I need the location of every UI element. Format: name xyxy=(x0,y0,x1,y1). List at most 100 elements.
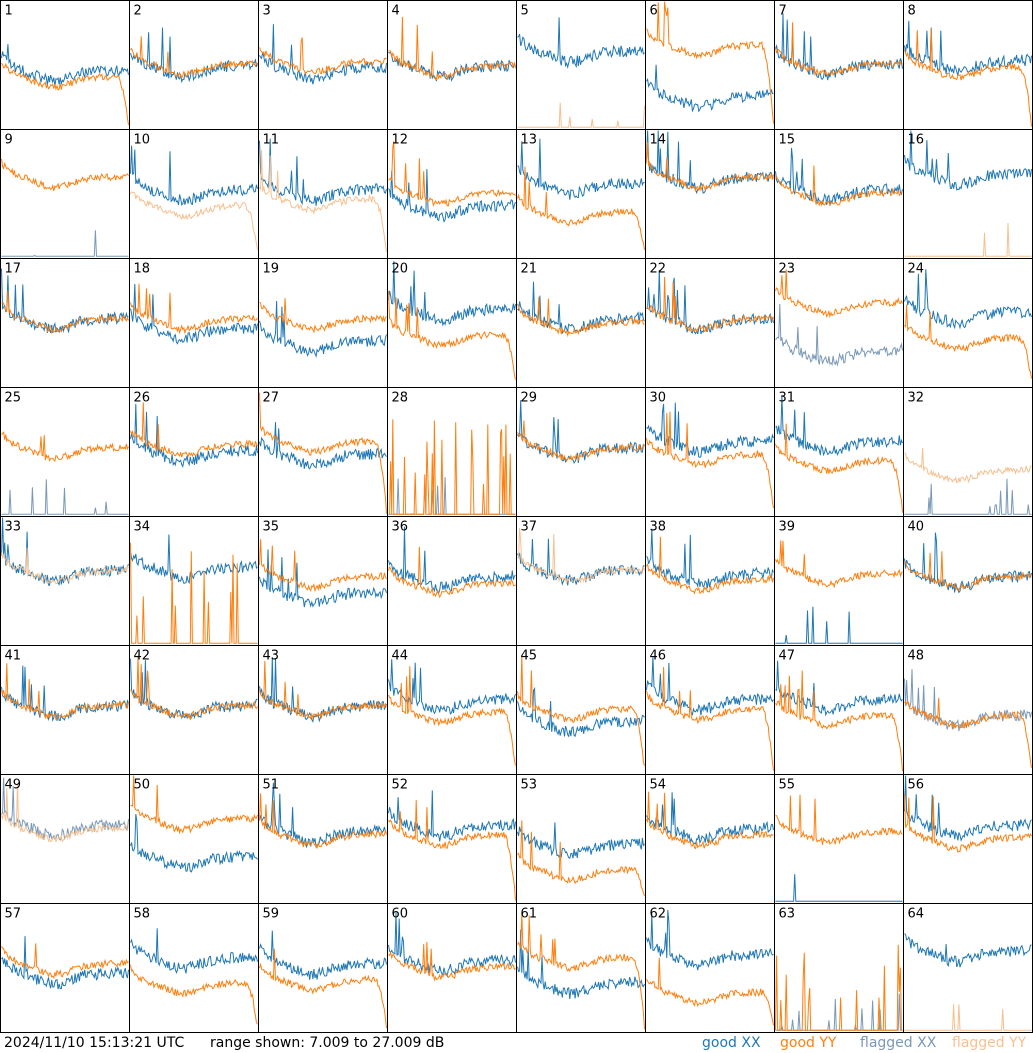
series-yy-45 xyxy=(517,654,645,766)
timestamp: 2024/11/10 15:13:21 UTC xyxy=(4,1035,185,1051)
panel-25: 25 xyxy=(0,387,130,517)
series-xx-34 xyxy=(130,534,258,585)
series-xx-40 xyxy=(904,532,1032,594)
panel-label: 55 xyxy=(779,778,796,793)
panel-47: 47 xyxy=(774,645,904,775)
legend-flagged-xx: flagged XX xyxy=(860,1035,937,1051)
panel-label: 2 xyxy=(134,4,142,19)
panel-label: 31 xyxy=(779,391,796,406)
panel-9: 9 xyxy=(0,129,130,259)
series-xx-42 xyxy=(130,658,258,720)
panel-16: 16 xyxy=(903,129,1033,259)
series-yy-57 xyxy=(1,943,129,980)
panel-frame xyxy=(903,0,1033,130)
series-xx-31 xyxy=(775,395,903,457)
panel-8: 8 xyxy=(903,0,1033,130)
series-yy-37 xyxy=(517,527,645,584)
panel-label: 26 xyxy=(134,391,151,406)
series-yy-5 xyxy=(517,102,645,128)
panel-label: 51 xyxy=(263,778,280,793)
range-label: range shown: 7.009 to 27.009 dB xyxy=(210,1035,445,1051)
panel-label: 46 xyxy=(650,649,667,664)
series-yy-46 xyxy=(646,666,774,771)
panel-label: 49 xyxy=(5,778,22,793)
panel-56: 56 xyxy=(903,774,1033,904)
panel-frame xyxy=(645,903,775,1033)
series-yy-56 xyxy=(904,793,1032,853)
series-xx-26 xyxy=(130,403,258,468)
series-yy-34 xyxy=(130,542,258,644)
panel-frame xyxy=(258,258,388,388)
panel-7: 7 xyxy=(774,0,904,130)
series-yy-43 xyxy=(259,660,387,721)
panel-label: 38 xyxy=(650,520,667,535)
series-yy-6 xyxy=(646,1,774,124)
series-xx-13 xyxy=(517,138,645,200)
panel-label: 30 xyxy=(650,391,667,406)
panel-frame xyxy=(903,516,1033,646)
panel-label: 57 xyxy=(5,907,22,922)
panel-64: 64 xyxy=(903,903,1033,1033)
panel-37: 37 xyxy=(516,516,646,646)
series-yy-19 xyxy=(259,298,387,334)
panel-frame xyxy=(0,129,130,259)
series-yy-31 xyxy=(775,423,903,513)
series-xx-14 xyxy=(646,130,774,195)
series-yy-22 xyxy=(646,276,774,333)
panel-label: 1 xyxy=(5,4,13,19)
series-xx-38 xyxy=(646,528,774,589)
panel-frame xyxy=(129,645,259,775)
panel-3: 3 xyxy=(258,0,388,130)
legend-good-xx: good XX xyxy=(702,1035,761,1051)
series-xx-62 xyxy=(646,909,774,971)
series-yy-32 xyxy=(904,447,1032,484)
panel-label: 17 xyxy=(5,262,22,277)
panel-4: 4 xyxy=(387,0,517,130)
panel-frame xyxy=(129,258,259,388)
panel-label: 35 xyxy=(263,520,280,535)
panel-27: 27 xyxy=(258,387,388,517)
panel-label: 9 xyxy=(5,133,13,148)
series-xx-11 xyxy=(259,138,387,206)
series-xx-27 xyxy=(259,422,387,470)
panel-label: 52 xyxy=(392,778,409,793)
panel-frame xyxy=(0,258,130,388)
panel-20: 20 xyxy=(387,258,517,388)
panel-label: 13 xyxy=(521,133,538,148)
panel-54: 54 xyxy=(645,774,775,904)
panel-label: 39 xyxy=(779,520,796,535)
series-yy-55 xyxy=(775,794,903,845)
panel-label: 21 xyxy=(521,262,538,277)
panel-label: 41 xyxy=(5,649,22,664)
series-yy-9 xyxy=(1,158,129,192)
series-xx-4 xyxy=(388,51,516,82)
series-yy-7 xyxy=(775,22,903,77)
panel-frame xyxy=(129,774,259,904)
series-xx-52 xyxy=(388,790,516,842)
panel-frame xyxy=(0,903,130,1033)
panel-label: 40 xyxy=(908,520,925,535)
series-xx-53 xyxy=(517,822,645,860)
panel-label: 4 xyxy=(392,4,400,19)
panel-frame xyxy=(645,0,775,130)
series-xx-45 xyxy=(517,686,645,738)
series-yy-61 xyxy=(517,912,645,1030)
panel-31: 31 xyxy=(774,387,904,517)
panel-frame xyxy=(903,258,1033,388)
series-yy-52 xyxy=(388,799,516,901)
panel-53: 53 xyxy=(516,774,646,904)
panel-13: 13 xyxy=(516,129,646,259)
series-xx-50 xyxy=(130,814,258,873)
panel-frame xyxy=(774,258,904,388)
series-xx-39 xyxy=(775,606,903,644)
panel-frame xyxy=(774,903,904,1033)
panel-5: 5 xyxy=(516,0,646,130)
series-yy-30 xyxy=(646,411,774,509)
panel-label: 12 xyxy=(392,133,409,148)
panel-label: 23 xyxy=(779,262,796,277)
series-yy-49 xyxy=(1,782,129,843)
panel-frame xyxy=(516,774,646,904)
panel-6: 6 xyxy=(645,0,775,130)
series-yy-33 xyxy=(1,547,129,585)
